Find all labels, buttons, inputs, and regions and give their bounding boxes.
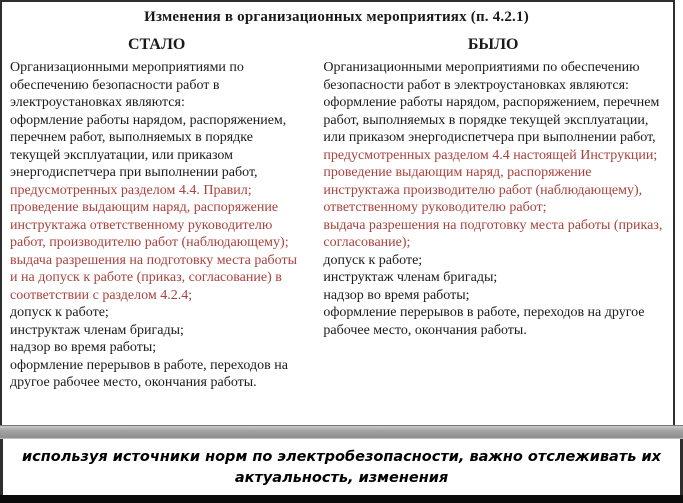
text-line: Организационными мероприятиями по обеспе…	[323, 60, 640, 93]
text-line: проведение выдающим наряд, распоряжение …	[10, 200, 289, 250]
text-line: Организационными мероприятиями по обеспе…	[10, 60, 244, 110]
comparison-panel: Изменения в организационных мероприятиях…	[0, 0, 675, 425]
text-line: проведение выдающим наряд, распоряжение …	[323, 165, 643, 215]
text-line: выдача разрешения на подготовку места ра…	[10, 252, 298, 303]
column-bylo-header: БЫЛО	[467, 36, 519, 53]
text-line: выдача разрешения на подготовку места ра…	[323, 217, 663, 251]
text-line: оформление перерывов в работе, переходов…	[10, 357, 288, 391]
text-line: оформление работы нарядом, распоряжением…	[10, 112, 287, 181]
text-line: инструктаж членам бригады;	[323, 270, 498, 285]
column-stalo-header: СТАЛО	[128, 36, 186, 53]
text-line: инструктаж членам бригады;	[10, 322, 184, 338]
footer-note: используя источники норм по электробезоп…	[22, 449, 661, 486]
text-line: допуск к работе;	[10, 305, 109, 320]
text-line: оформление перерывов в работе, переходов…	[323, 305, 645, 338]
footer-panel: используя источники норм по электробезоп…	[0, 439, 683, 495]
text-line: оформление работы нарядом, распоряжением…	[323, 95, 660, 145]
bottom-edge-bar	[0, 495, 683, 503]
horizontal-divider	[0, 425, 683, 439]
two-column-layout: СТАЛО Организационными мероприятиями по …	[10, 36, 663, 392]
text-line: надзор во время работы;	[10, 340, 157, 355]
page-title: Изменения в организационных мероприятиях…	[144, 9, 529, 25]
column-bylo: БЫЛО Организационными мероприятиями по о…	[323, 36, 663, 392]
column-stalo: СТАЛО Организационными мероприятиями по …	[10, 36, 303, 392]
text-line: предусмотренных разделом 4.4 настоящей И…	[323, 147, 658, 163]
text-line: допуск к работе;	[323, 252, 423, 268]
text-line: надзор во время работы;	[323, 287, 470, 303]
text-line: предусмотренных разделом 4.4. Правил;	[10, 182, 252, 198]
